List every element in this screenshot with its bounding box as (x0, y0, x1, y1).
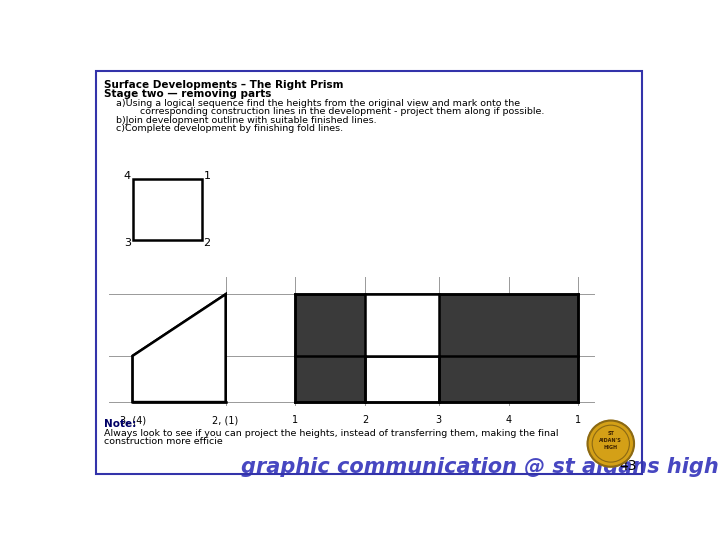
Text: construction more efficie: construction more efficie (104, 437, 222, 447)
Text: b)Join development outline with suitable finished lines.: b)Join development outline with suitable… (104, 116, 377, 125)
Text: 1: 1 (204, 171, 210, 181)
Text: 3, (4): 3, (4) (120, 415, 145, 425)
Bar (132, 179, 202, 240)
Bar (365, 294, 438, 356)
Polygon shape (132, 294, 225, 402)
Text: 3: 3 (124, 239, 131, 248)
Text: Note:: Note: (104, 419, 136, 429)
Text: 1: 1 (292, 415, 298, 425)
Text: 2: 2 (204, 239, 210, 248)
Text: graphic communication @ st aidans high: graphic communication @ st aidans high (241, 457, 719, 477)
Text: 4: 4 (505, 415, 512, 425)
Polygon shape (132, 294, 225, 402)
Text: 3: 3 (436, 415, 442, 425)
Text: a)Using a logical sequence find the heights from the original view and mark onto: a)Using a logical sequence find the heig… (104, 99, 520, 107)
Text: Surface Developments – The Right Prism: Surface Developments – The Right Prism (104, 80, 343, 90)
Text: 43: 43 (619, 459, 636, 473)
Text: ST
AIDAN'S
HIGH: ST AIDAN'S HIGH (600, 431, 622, 450)
Polygon shape (295, 294, 578, 402)
Circle shape (588, 421, 634, 467)
Text: corresponding construction lines in the development - project them along if poss: corresponding construction lines in the … (104, 107, 544, 116)
Text: Stage two — removing parts: Stage two — removing parts (104, 90, 271, 99)
Text: 2: 2 (362, 415, 368, 425)
Text: 1: 1 (575, 415, 581, 425)
Text: 4: 4 (124, 171, 131, 181)
Text: 2, (1): 2, (1) (212, 415, 239, 425)
Text: c)Complete development by finishing fold lines.: c)Complete development by finishing fold… (104, 124, 343, 133)
Text: Always look to see if you can project the heights, instead of transferring them,: Always look to see if you can project th… (104, 429, 559, 438)
